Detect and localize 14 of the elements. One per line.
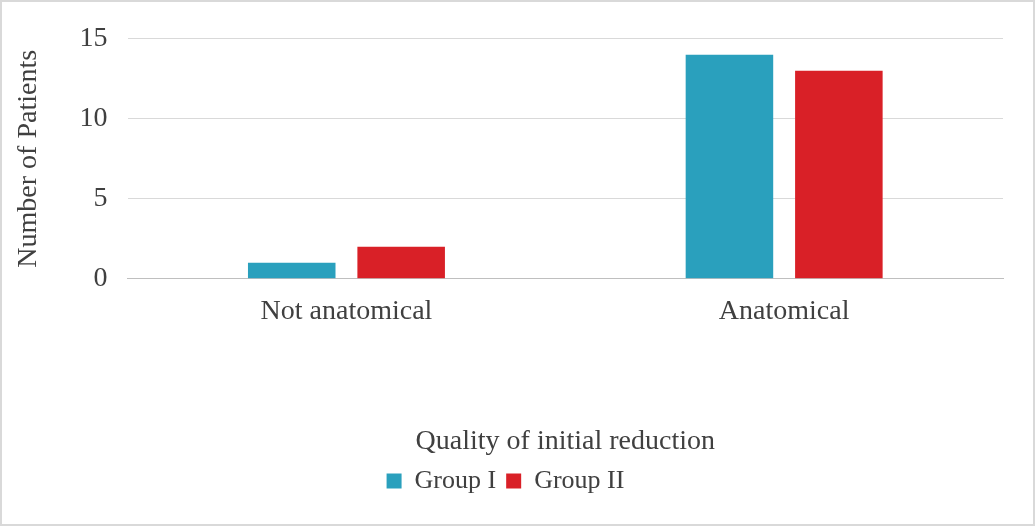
bar: [795, 70, 883, 279]
bar: [247, 262, 336, 279]
y-tick-label: 10: [79, 101, 108, 133]
bar: [685, 54, 774, 279]
legend-label: Group I: [414, 464, 497, 494]
y-tick-label: 15: [79, 21, 108, 53]
x-tick-label: Not anatomical: [260, 293, 433, 325]
y-tick-label: 5: [93, 181, 108, 213]
bar: [357, 246, 445, 279]
y-axis-title: Number of Patients: [11, 49, 43, 268]
y-tick-label: 0: [93, 261, 108, 293]
legend-label: Group II: [534, 464, 625, 494]
x-tick-label: Anatomical: [718, 293, 850, 325]
x-axis-title: Quality of initial reduction: [415, 423, 715, 455]
